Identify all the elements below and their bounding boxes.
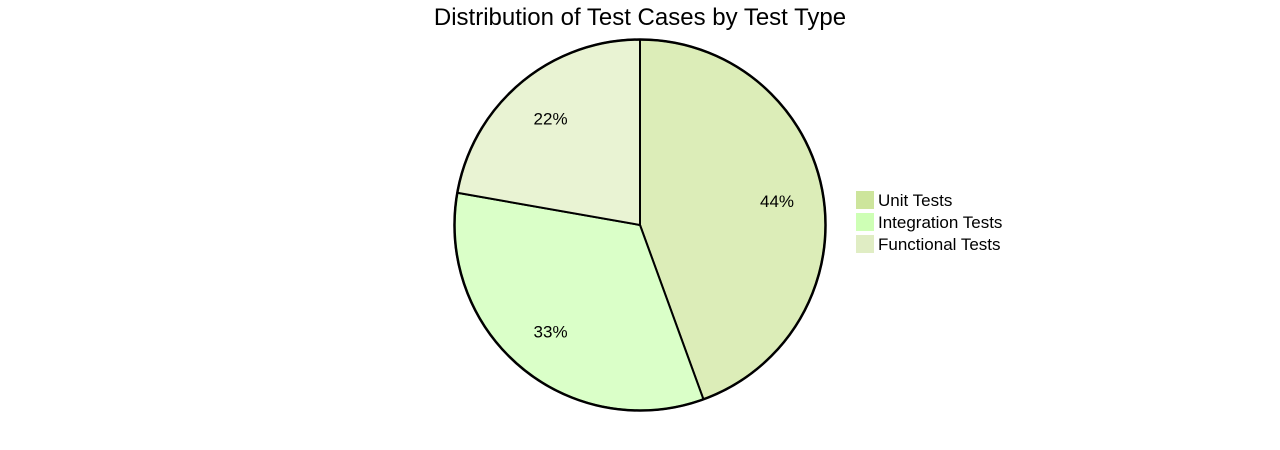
- legend-swatch-unit-tests: [856, 191, 874, 209]
- legend: Unit Tests Integration Tests Functional Te…: [856, 191, 1002, 254]
- legend-label-unit-tests: Unit Tests: [878, 191, 952, 210]
- slice-label-integration-tests: 33%: [534, 323, 568, 342]
- legend-label-functional-tests: Functional Tests: [878, 235, 1001, 254]
- pie-slices: [453, 38, 827, 412]
- legend-swatch-integration-tests: [856, 213, 874, 231]
- legend-swatch-functional-tests: [856, 235, 874, 253]
- pie-slice-functional-tests: [456, 38, 641, 226]
- chart-title: Distribution of Test Cases by Test Type: [434, 4, 846, 31]
- slice-label-unit-tests: 44%: [760, 192, 794, 211]
- pie-outline: [453, 38, 827, 412]
- legend-label-integration-tests: Integration Tests: [878, 213, 1002, 232]
- slice-labels: 44% 33% 22%: [534, 109, 794, 341]
- slice-label-functional-tests: 22%: [534, 109, 568, 128]
